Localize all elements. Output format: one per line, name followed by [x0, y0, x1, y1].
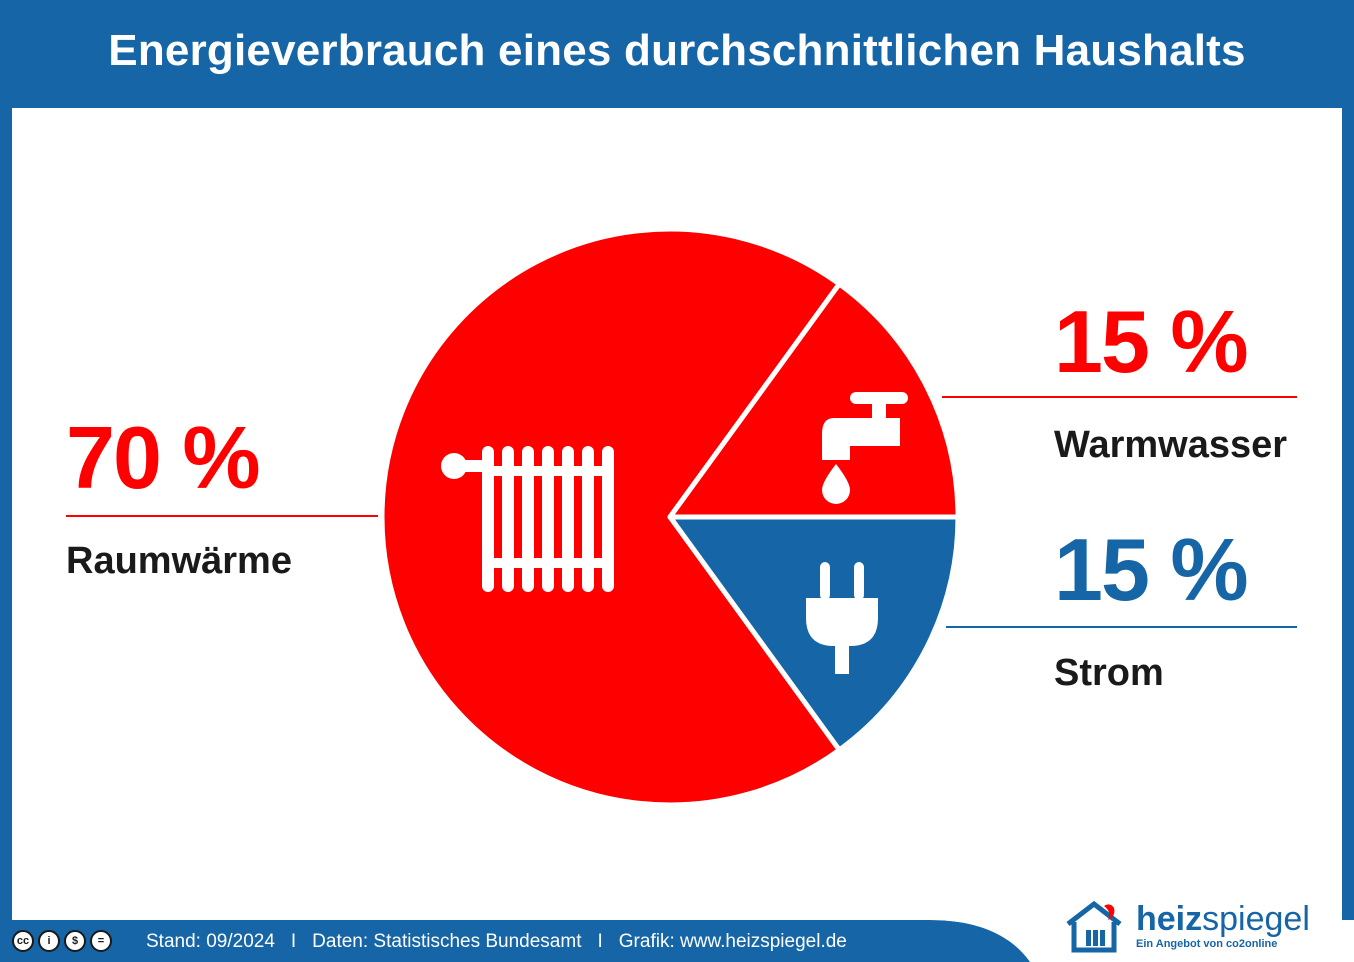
house-radiator-icon	[1066, 900, 1122, 953]
separator: I	[597, 931, 603, 952]
raumwaerme-label: Raumwärme	[66, 540, 292, 582]
strom-percent: 15 %	[1054, 520, 1249, 619]
separator: I	[290, 931, 297, 952]
chart-panel: 70 % Raumwärme 15 % Warmwasser 15 % Stro…	[12, 108, 1342, 940]
pie-chart	[379, 226, 961, 808]
water-tap-icon	[822, 392, 908, 504]
logo-wordmark: heizspiegel	[1136, 900, 1310, 938]
license-icons: cc i $ =	[12, 930, 112, 952]
header-bar: Energieverbrauch eines durchschnittliche…	[0, 0, 1354, 108]
footer-credits: Stand: 09/2024 I Daten: Statistisches Bund…	[146, 931, 847, 953]
raumwaerme-percent: 70 %	[66, 408, 261, 507]
strom-divider	[946, 626, 1297, 628]
cc-icon: cc	[12, 930, 34, 952]
nd-icon: =	[90, 930, 112, 952]
by-icon: i	[38, 930, 60, 952]
raumwaerme-divider	[66, 515, 378, 517]
footer-bar: cc i $ = Stand: 09/2024 I Daten: Statistis…	[0, 920, 1354, 962]
grafik-text: Grafik: www.heizspiegel.de	[618, 931, 847, 952]
warmwasser-divider	[942, 396, 1297, 398]
footer-background	[0, 920, 1354, 962]
nc-icon: $	[64, 930, 86, 952]
strom-label: Strom	[1054, 652, 1164, 694]
warmwasser-percent: 15 %	[1054, 292, 1249, 391]
pie-slice-warmwasser	[667, 281, 961, 520]
power-plug-icon	[806, 562, 878, 674]
stand-text: Stand: 09/2024	[146, 931, 275, 952]
logo-tagline: Ein Angebot von co2online	[1136, 938, 1278, 950]
warmwasser-label: Warmwasser	[1054, 424, 1288, 466]
radiator-icon	[441, 446, 614, 592]
page-title: Energieverbrauch eines durchschnittliche…	[108, 26, 1246, 75]
heizspiegel-logo: heizspiegel Ein Angebot von co2online	[1064, 898, 1310, 954]
daten-text: Daten: Statistisches Bundesamt	[312, 931, 582, 952]
